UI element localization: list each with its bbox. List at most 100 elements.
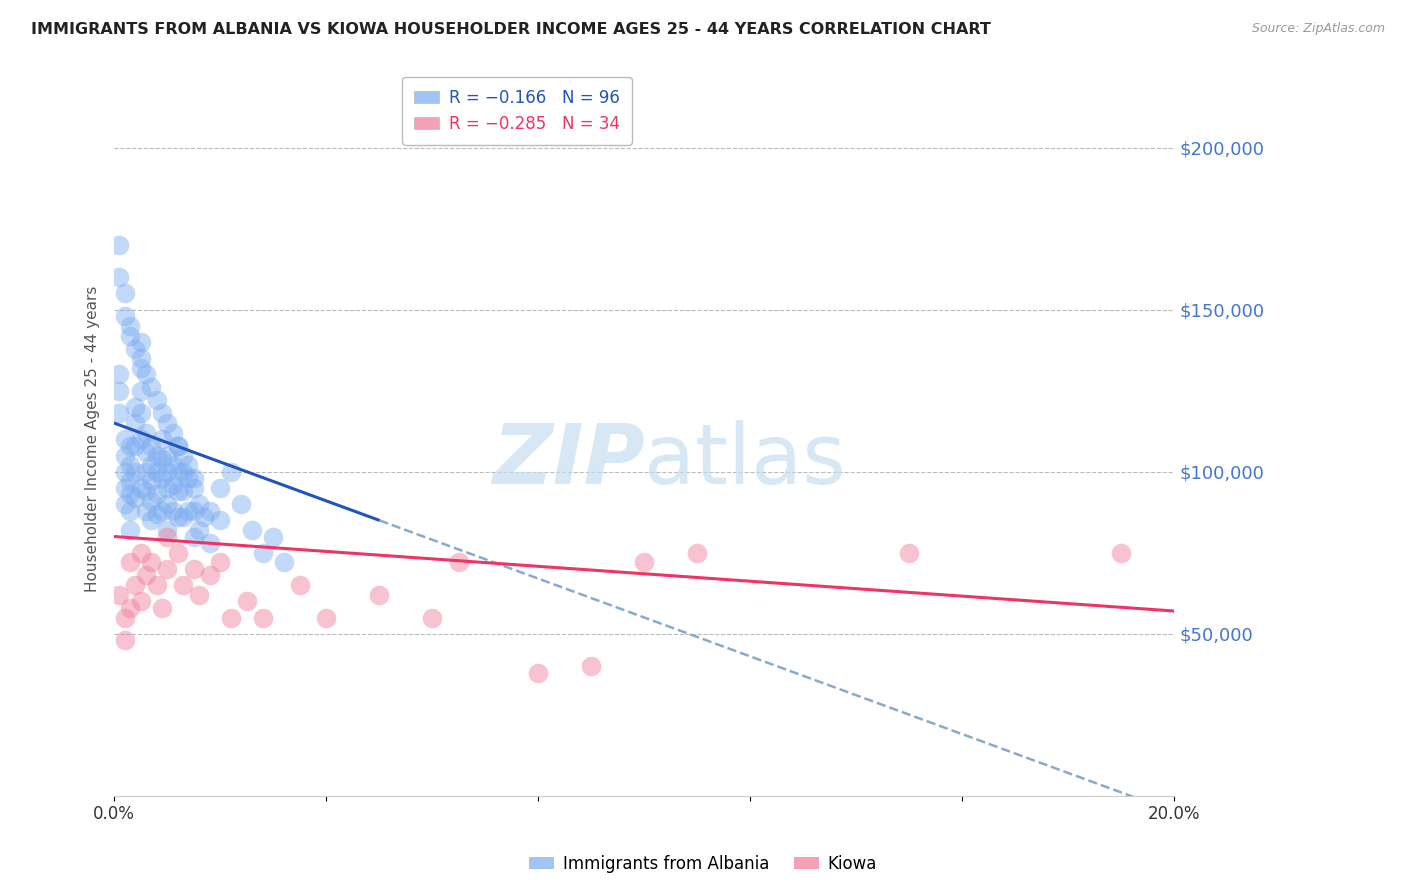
Point [135, 484, 157, 499]
Point [120, 503, 142, 517]
Point [166, 546, 188, 560]
Text: atlas: atlas [644, 420, 846, 501]
Point [231, 497, 253, 511]
Point [252, 610, 274, 624]
Point [183, 503, 205, 517]
Point [120, 487, 142, 501]
Point [209, 556, 232, 570]
Point [145, 465, 167, 479]
Point [183, 481, 205, 495]
Point [108, 368, 131, 382]
Point [135, 465, 157, 479]
Point [124, 465, 146, 479]
Point [141, 458, 163, 473]
Point [156, 416, 179, 430]
Point [315, 610, 337, 624]
Point [129, 546, 152, 560]
Point [177, 471, 200, 485]
Point [235, 594, 257, 608]
Point [150, 451, 173, 466]
Point [129, 384, 152, 398]
Point [114, 481, 136, 495]
Point [124, 342, 146, 356]
Point [114, 610, 136, 624]
Point [114, 633, 136, 648]
Point [447, 556, 470, 570]
Point [150, 471, 173, 485]
Point [252, 546, 274, 560]
Legend: R = −0.166   N = 96, R = −0.285   N = 34: R = −0.166 N = 96, R = −0.285 N = 34 [402, 77, 631, 145]
Point [183, 471, 205, 485]
Point [188, 497, 211, 511]
Point [141, 439, 163, 453]
Point [1111, 546, 1133, 560]
Point [108, 384, 131, 398]
Point [162, 458, 184, 473]
Point [219, 610, 242, 624]
Point [172, 449, 194, 463]
Point [150, 432, 173, 446]
Point [129, 594, 152, 608]
Point [368, 588, 391, 602]
Point [686, 546, 709, 560]
Point [172, 510, 194, 524]
Point [198, 536, 221, 550]
Point [162, 477, 184, 491]
Point [188, 523, 211, 537]
Point [141, 556, 163, 570]
Point [141, 513, 163, 527]
Point [141, 380, 163, 394]
Point [198, 568, 221, 582]
Point [288, 578, 311, 592]
Point [124, 439, 146, 453]
Point [120, 475, 142, 489]
Point [898, 546, 921, 560]
Point [156, 523, 179, 537]
Point [141, 494, 163, 508]
Point [172, 465, 194, 479]
Point [129, 406, 152, 420]
Point [120, 523, 142, 537]
Point [156, 465, 179, 479]
Point [183, 529, 205, 543]
Legend: Immigrants from Albania, Kiowa: Immigrants from Albania, Kiowa [523, 848, 883, 880]
Point [120, 328, 142, 343]
Point [124, 578, 146, 592]
Point [633, 556, 655, 570]
Point [156, 562, 179, 576]
Point [166, 439, 188, 453]
Point [156, 497, 179, 511]
Point [120, 318, 142, 333]
Point [172, 484, 194, 499]
Point [166, 465, 188, 479]
Point [150, 600, 173, 615]
Point [156, 449, 179, 463]
Point [162, 425, 184, 440]
Point [145, 449, 167, 463]
Point [177, 458, 200, 473]
Point [135, 425, 157, 440]
Point [129, 335, 152, 350]
Point [135, 503, 157, 517]
Point [198, 503, 221, 517]
Point [108, 238, 131, 252]
Point [420, 610, 443, 624]
Point [114, 286, 136, 301]
Point [124, 491, 146, 505]
Point [209, 481, 232, 495]
Point [108, 406, 131, 420]
Point [108, 270, 131, 285]
Point [145, 487, 167, 501]
Point [156, 529, 179, 543]
Y-axis label: Householder Income Ages 25 - 44 years: Householder Income Ages 25 - 44 years [86, 286, 100, 592]
Point [114, 449, 136, 463]
Text: Source: ZipAtlas.com: Source: ZipAtlas.com [1251, 22, 1385, 36]
Point [129, 432, 152, 446]
Point [209, 513, 232, 527]
Point [162, 503, 184, 517]
Point [145, 507, 167, 521]
Point [166, 510, 188, 524]
Point [166, 484, 188, 499]
Point [114, 309, 136, 323]
Point [129, 361, 152, 376]
